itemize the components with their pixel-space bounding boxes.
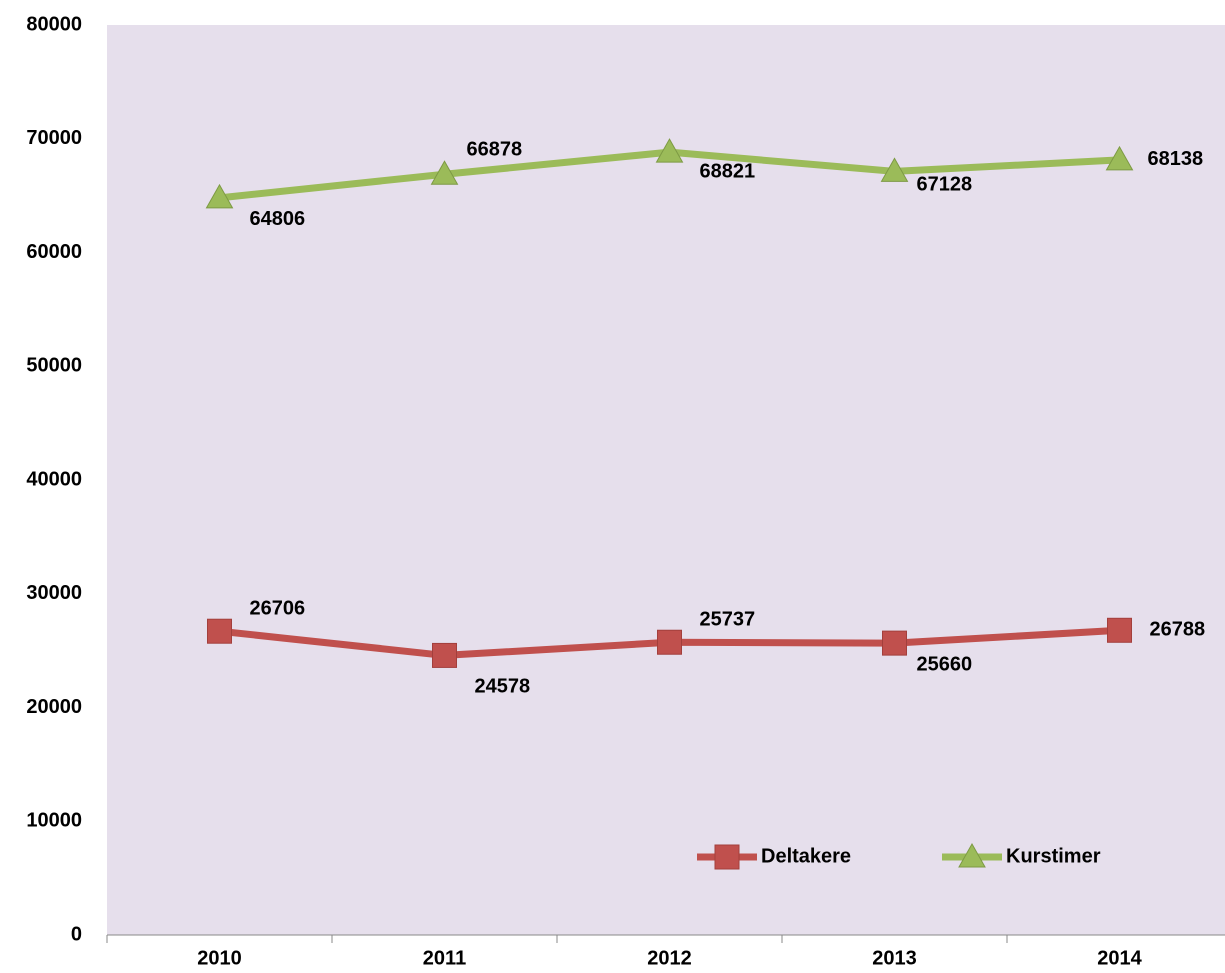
data-label: 67128 [917, 174, 973, 196]
data-point [207, 618, 232, 644]
data-point [1107, 617, 1132, 643]
x-tick-label: 2014 [1097, 947, 1142, 969]
data-label: 66878 [467, 139, 523, 161]
data-point [205, 183, 234, 209]
y-tick-label: 10000 [26, 810, 82, 832]
data-point [880, 157, 909, 182]
data-label: 25737 [700, 609, 756, 631]
x-tick-label: 2013 [872, 947, 917, 969]
legend-label: Kurstimer [1006, 845, 1101, 867]
data-label: 64806 [250, 208, 306, 230]
y-tick-label: 50000 [26, 355, 82, 377]
data-point [432, 642, 457, 668]
x-tick-label: 2010 [197, 947, 242, 969]
data-label: 26706 [250, 598, 306, 620]
legend-label: Deltakere [761, 845, 851, 867]
data-label: 24578 [475, 676, 531, 698]
y-tick-label: 30000 [26, 582, 82, 604]
data-label: 68821 [700, 160, 756, 182]
data-label: 26788 [1150, 619, 1206, 641]
legend-marker [958, 842, 986, 868]
data-label: 25660 [917, 653, 973, 675]
x-tick-label: 2011 [423, 947, 466, 969]
y-tick-label: 40000 [26, 468, 82, 490]
data-point [882, 630, 907, 656]
data-point [655, 138, 684, 163]
data-point [1105, 145, 1134, 171]
x-tick-label: 2012 [647, 947, 692, 969]
y-tick-label: 60000 [26, 241, 82, 263]
y-tick-label: 20000 [26, 696, 82, 718]
y-tick-label: 80000 [26, 13, 82, 35]
legend-marker [714, 844, 740, 870]
plot-area [107, 25, 1225, 935]
data-point [657, 629, 682, 655]
data-point [430, 160, 459, 185]
y-tick-label: 0 [71, 923, 82, 945]
y-tick-label: 70000 [26, 127, 82, 149]
data-label: 68138 [1148, 148, 1204, 170]
